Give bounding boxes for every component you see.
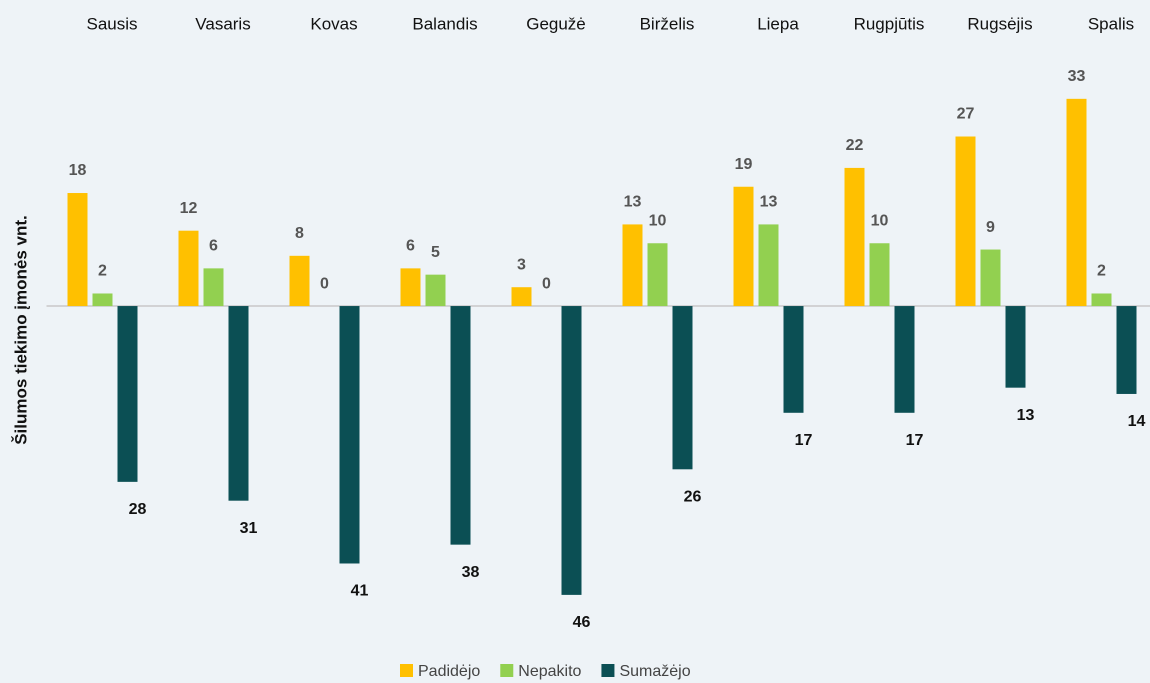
x-tick-label: Balandis (412, 14, 477, 33)
x-tick-label: Gegužė (526, 14, 586, 33)
bar (672, 306, 693, 470)
data-label: 18 (69, 162, 87, 179)
data-label: 6 (209, 238, 218, 255)
bar (561, 306, 582, 595)
data-label: 26 (684, 489, 702, 506)
x-tick-label: Vasaris (195, 14, 250, 33)
legend-swatch (400, 664, 413, 677)
data-label: 3 (517, 256, 526, 273)
bar (622, 224, 643, 307)
bar (450, 306, 471, 545)
data-label: 13 (624, 194, 642, 211)
data-label: 38 (462, 564, 480, 581)
bar (980, 249, 1001, 307)
data-label: 9 (986, 219, 995, 236)
data-label: 10 (649, 212, 667, 229)
data-label: 8 (295, 225, 304, 242)
data-label: 0 (542, 275, 551, 292)
x-tick-label: Kovas (310, 14, 357, 33)
x-tick-label: Liepa (757, 14, 799, 33)
bar (511, 287, 532, 307)
bar (400, 268, 421, 307)
bar (1091, 293, 1112, 307)
bar (844, 167, 865, 307)
bar (67, 193, 88, 307)
data-label: 12 (180, 200, 198, 217)
data-label: 5 (431, 244, 440, 261)
x-tick-label: Sausis (86, 14, 137, 33)
data-label: 33 (1068, 68, 1086, 85)
bar (733, 186, 754, 307)
data-label: 2 (1097, 263, 1106, 280)
x-tick-label: Spalis (1088, 14, 1134, 33)
data-label: 14 (1128, 413, 1146, 430)
data-label: 2 (98, 263, 107, 280)
y-axis-title: Šilumos tiekimo įmonės vnt. (11, 215, 30, 445)
data-label: 22 (846, 137, 864, 154)
bar (425, 274, 446, 307)
bar (92, 293, 113, 307)
data-label: 17 (795, 432, 813, 449)
bar (289, 255, 310, 307)
data-label: 27 (957, 106, 975, 123)
x-tick-label: Rugpjūtis (854, 14, 925, 33)
bar (758, 224, 779, 307)
bar (869, 243, 890, 307)
bar (228, 306, 249, 501)
legend-label: Nepakito (518, 663, 581, 680)
x-tick-label: Rugsėjis (967, 14, 1032, 33)
data-label: 0 (320, 275, 329, 292)
data-label: 6 (406, 238, 415, 255)
x-tick-label: Birželis (640, 14, 695, 33)
bar (955, 136, 976, 307)
legend-label: Padidėjo (418, 663, 480, 680)
data-label: 13 (1017, 407, 1035, 424)
data-label: 17 (906, 432, 924, 449)
data-label: 19 (735, 156, 753, 173)
data-label: 41 (351, 583, 369, 600)
data-label: 13 (760, 194, 778, 211)
legend-swatch (601, 664, 615, 677)
data-label: 46 (573, 614, 591, 631)
bar (894, 306, 915, 413)
bar (1116, 306, 1137, 394)
bar (339, 306, 360, 564)
bar (117, 306, 138, 482)
legend-label: Sumažėjo (619, 663, 690, 680)
data-label: 31 (240, 520, 258, 537)
bar (1005, 306, 1026, 388)
legend-swatch (500, 664, 514, 677)
bar (1066, 98, 1087, 307)
bar (203, 268, 224, 307)
data-label: 10 (871, 212, 889, 229)
bar (647, 243, 668, 307)
bar (783, 306, 804, 413)
bar (178, 230, 199, 307)
data-label: 28 (129, 501, 147, 518)
